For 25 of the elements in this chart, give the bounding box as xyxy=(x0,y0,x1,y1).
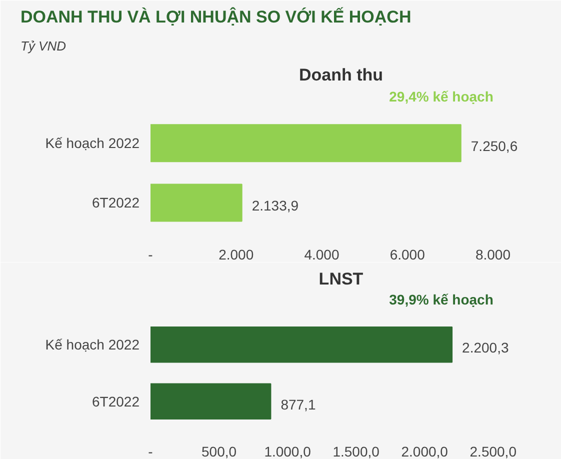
x-tick-label: 8.000 xyxy=(475,246,511,262)
x-tick-label: - xyxy=(148,246,154,262)
y-tick-label: 6T2022 xyxy=(92,194,140,211)
x-tick-label: 2.000 xyxy=(218,246,254,262)
y-tick-label: 6T2022 xyxy=(92,393,140,410)
x-tick-label: 500,0 xyxy=(202,444,237,459)
data-label: 877,1 xyxy=(280,396,316,412)
data-label: 2.200,3 xyxy=(462,340,509,356)
x-tick-label: 1.000,0 xyxy=(264,444,312,459)
chart-title: Doanh thu xyxy=(298,66,384,84)
x-tick-label: - xyxy=(148,444,154,459)
y-tick-label: Kế hoạch 2022 xyxy=(45,336,140,353)
x-tick-label: 2.000,0 xyxy=(401,444,448,459)
x-tick-label: 6.000 xyxy=(390,246,426,262)
text: DOANH THU VÀ LỢI NHUẬN SO VỚI KẾ HOẠCH xyxy=(20,6,412,26)
annotation: 39,9% kế hoạch xyxy=(389,292,494,308)
data-label: 2.133,9 xyxy=(252,198,299,214)
text: Tỷ VND xyxy=(20,38,66,54)
data-label: 7.250,6 xyxy=(470,138,518,154)
x-tick-label: 1.500,0 xyxy=(332,444,380,459)
annotation: 29,4% kế hoạch xyxy=(389,88,494,104)
x-tick-label: 2.500,0 xyxy=(470,444,517,459)
chart-title: LNST xyxy=(318,270,364,288)
y-tick-label: Kế hoạch 2022 xyxy=(45,135,140,152)
x-tick-label: 4.000 xyxy=(304,246,340,262)
